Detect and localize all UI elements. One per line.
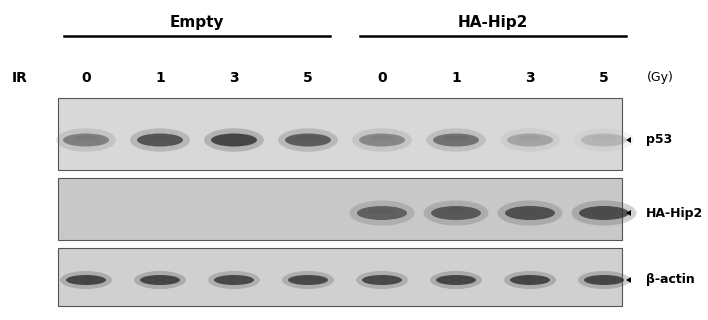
Ellipse shape <box>443 135 469 141</box>
Ellipse shape <box>295 135 321 141</box>
Polygon shape <box>626 137 631 143</box>
Ellipse shape <box>507 133 553 147</box>
Ellipse shape <box>581 133 627 147</box>
Ellipse shape <box>431 206 481 220</box>
Ellipse shape <box>430 271 482 289</box>
Ellipse shape <box>140 275 180 285</box>
Ellipse shape <box>362 275 402 285</box>
Ellipse shape <box>359 133 405 147</box>
Ellipse shape <box>278 128 338 152</box>
Ellipse shape <box>368 208 396 214</box>
Ellipse shape <box>591 135 617 141</box>
Ellipse shape <box>590 208 618 214</box>
Ellipse shape <box>130 128 190 152</box>
Ellipse shape <box>285 133 331 147</box>
Ellipse shape <box>371 276 393 281</box>
Ellipse shape <box>505 206 555 220</box>
Ellipse shape <box>208 271 260 289</box>
Ellipse shape <box>222 135 246 141</box>
Ellipse shape <box>504 271 556 289</box>
Ellipse shape <box>74 135 98 141</box>
Text: p53: p53 <box>646 133 673 147</box>
Text: 3: 3 <box>525 71 535 85</box>
Ellipse shape <box>352 128 412 152</box>
Ellipse shape <box>571 200 636 226</box>
Text: β-actin: β-actin <box>646 274 695 286</box>
Bar <box>58 178 622 240</box>
Ellipse shape <box>137 133 183 147</box>
Ellipse shape <box>288 275 328 285</box>
Ellipse shape <box>223 276 245 281</box>
Ellipse shape <box>516 208 544 214</box>
Text: 0: 0 <box>81 71 91 85</box>
Ellipse shape <box>214 275 254 285</box>
Ellipse shape <box>436 275 476 285</box>
Ellipse shape <box>433 133 479 147</box>
Ellipse shape <box>66 275 106 285</box>
Ellipse shape <box>500 128 560 152</box>
Text: HA-Hip2: HA-Hip2 <box>646 206 703 220</box>
Polygon shape <box>626 277 631 283</box>
Ellipse shape <box>211 133 257 147</box>
Text: 1: 1 <box>155 71 165 85</box>
Ellipse shape <box>498 200 562 226</box>
Ellipse shape <box>510 275 550 285</box>
Ellipse shape <box>204 128 264 152</box>
Ellipse shape <box>370 135 394 141</box>
Ellipse shape <box>578 271 630 289</box>
Ellipse shape <box>147 135 173 141</box>
Text: IR: IR <box>12 71 28 85</box>
Polygon shape <box>626 210 631 216</box>
Text: 1: 1 <box>451 71 461 85</box>
Ellipse shape <box>579 206 629 220</box>
Ellipse shape <box>149 276 171 281</box>
Text: (Gy): (Gy) <box>646 71 673 84</box>
Ellipse shape <box>63 133 109 147</box>
Ellipse shape <box>297 276 319 281</box>
Ellipse shape <box>423 200 489 226</box>
Ellipse shape <box>75 276 97 281</box>
Ellipse shape <box>519 276 541 281</box>
Text: HA-Hip2: HA-Hip2 <box>458 14 528 29</box>
Text: Empty: Empty <box>170 14 224 29</box>
Ellipse shape <box>426 128 486 152</box>
Text: 5: 5 <box>599 71 609 85</box>
Ellipse shape <box>350 200 414 226</box>
Ellipse shape <box>356 271 408 289</box>
Ellipse shape <box>60 271 112 289</box>
Ellipse shape <box>357 206 407 220</box>
Ellipse shape <box>134 271 186 289</box>
Bar <box>58 248 622 306</box>
Text: 0: 0 <box>377 71 387 85</box>
Ellipse shape <box>593 276 615 281</box>
Ellipse shape <box>56 128 116 152</box>
Bar <box>58 98 622 170</box>
Ellipse shape <box>574 128 634 152</box>
Ellipse shape <box>282 271 334 289</box>
Ellipse shape <box>518 135 542 141</box>
Ellipse shape <box>584 275 624 285</box>
Text: 3: 3 <box>229 71 239 85</box>
Ellipse shape <box>445 276 467 281</box>
Text: 5: 5 <box>303 71 313 85</box>
Ellipse shape <box>442 208 469 214</box>
